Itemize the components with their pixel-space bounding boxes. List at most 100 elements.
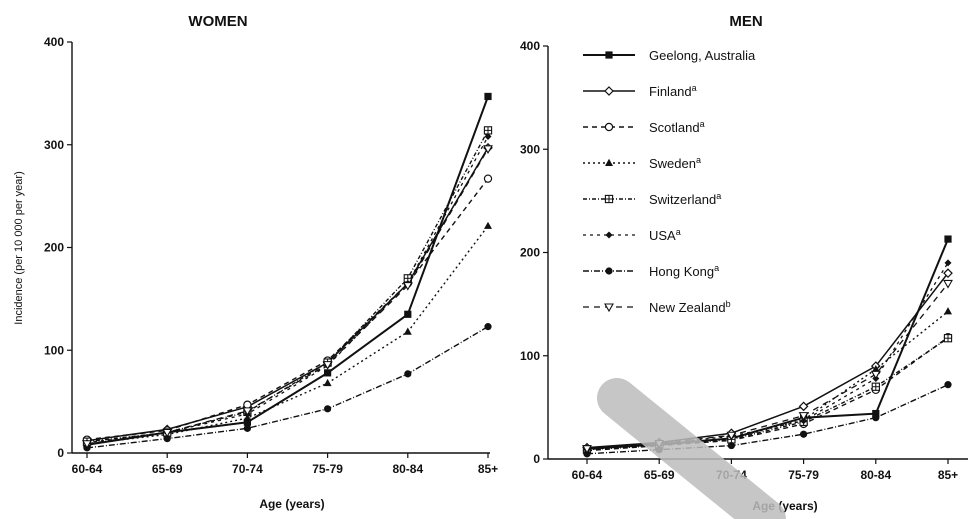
women-series-line <box>86 96 489 446</box>
women-series-line <box>86 325 489 449</box>
women-data-point <box>324 369 332 377</box>
women-data-point <box>242 407 253 416</box>
legend-item-usa: USAa <box>583 227 681 243</box>
women-panel: WOMEN Incidence (per 10 000 per year) Ag… <box>13 13 498 511</box>
women-data-point <box>243 424 251 432</box>
legend-marker <box>604 303 614 313</box>
men-data-point <box>943 334 953 343</box>
legend: Geelong, Australia Finlanda Scotlanda Swede… <box>583 48 756 315</box>
women-x-axis-label: Age (years) <box>259 497 324 511</box>
men-data-point <box>944 381 952 389</box>
women-series-line <box>86 178 489 441</box>
men-axis-ticks: 010020030040060-6465-6970-7475-7980-8485… <box>520 39 968 482</box>
legend-label: Swedena <box>649 155 701 171</box>
men-data-point <box>582 445 592 454</box>
men-data-point <box>871 382 880 391</box>
men-data-point <box>800 430 808 438</box>
legend-label: Scotlanda <box>649 119 705 135</box>
women-data-point <box>243 413 252 422</box>
legend-marker <box>604 122 614 132</box>
women-data-point <box>402 281 413 291</box>
women-data-point <box>483 126 493 135</box>
women-series-line <box>86 136 489 444</box>
women-x-tick-label: 80-84 <box>392 462 423 476</box>
women-x-tick-label: 75-79 <box>312 462 343 476</box>
legend-item-sweden: Swedena <box>583 155 701 171</box>
men-data-point <box>727 441 736 450</box>
women-series-line <box>86 225 489 445</box>
women-y-tick-label: 300 <box>44 138 64 152</box>
women-series-line <box>86 148 489 445</box>
women-x-tick-label: 85+ <box>478 462 498 476</box>
women-data-point <box>162 428 173 438</box>
legend-item-geelong-australia: Geelong, Australia <box>583 48 756 63</box>
men-y-tick-label: 100 <box>520 349 540 363</box>
women-data-point <box>323 378 332 387</box>
men-data-point <box>872 409 880 418</box>
women-series-geelong-australia <box>83 92 492 449</box>
men-data-point <box>944 235 952 243</box>
women-data-point <box>163 435 171 443</box>
men-x-tick-label: 65-69 <box>644 468 675 482</box>
men-y-tick-label: 400 <box>520 39 540 53</box>
men-data-point <box>944 307 952 315</box>
legend-marker <box>605 158 613 166</box>
legend-label: Switzerlanda <box>649 191 721 207</box>
men-data-point <box>871 364 880 373</box>
legend-marker <box>604 86 614 96</box>
legend-label: Finlanda <box>649 83 697 99</box>
women-data-point <box>483 145 493 154</box>
women-y-axis-label: Incidence (per 10 000 per year) <box>13 171 25 324</box>
women-data-point <box>484 92 492 101</box>
men-title: MEN <box>729 13 762 30</box>
men-data-point <box>798 412 809 421</box>
women-series-new-zealand <box>82 145 493 449</box>
women-x-tick-label: 70-74 <box>232 462 263 476</box>
women-data-point <box>403 327 412 335</box>
women-data-point <box>484 221 492 229</box>
men-x-tick-label: 85+ <box>938 468 958 482</box>
women-data-point <box>322 361 333 370</box>
legend-item-hong-kong: Hong Konga <box>583 263 719 279</box>
legend-item-scotland: Scotlanda <box>583 119 705 135</box>
men-data-point <box>943 279 953 289</box>
men-x-tick-label: 75-79 <box>788 468 819 482</box>
legend-marker <box>605 51 613 59</box>
legend-label: Geelong, Australia <box>649 48 756 63</box>
men-data-point <box>944 259 952 267</box>
men-y-tick-label: 300 <box>520 142 540 156</box>
women-data-point <box>484 323 492 331</box>
legend-label: Hong Konga <box>649 263 719 279</box>
men-y-tick-label: 0 <box>533 452 540 466</box>
legend-label: New Zealandb <box>649 299 731 315</box>
women-data-point <box>243 418 251 426</box>
women-data-point <box>324 405 332 413</box>
women-data-point <box>243 400 252 409</box>
men-data-point <box>870 370 881 380</box>
men-x-tick-label: 80-84 <box>860 468 891 482</box>
watermark-stroke <box>597 378 786 519</box>
men-data-point <box>943 268 953 278</box>
men-data-point <box>726 431 737 441</box>
women-series-sweden <box>83 221 492 447</box>
legend-item-switzerland: Switzerlanda <box>583 191 721 207</box>
men-data-point <box>798 401 809 412</box>
women-data-point <box>404 370 412 378</box>
men-data-point <box>800 417 808 425</box>
women-series-finland <box>82 142 493 446</box>
women-data-point <box>483 174 493 183</box>
men-series-line <box>586 336 949 452</box>
women-data-point <box>82 440 92 449</box>
women-series-line <box>86 130 489 443</box>
women-y-tick-label: 100 <box>44 343 64 357</box>
legend-item-finland: Finlanda <box>583 83 697 99</box>
women-y-tick-label: 200 <box>44 241 64 255</box>
women-data-point <box>484 133 492 141</box>
legend-item-new-zealand: New Zealandb <box>583 299 731 315</box>
women-y-tick-label: 0 <box>57 446 64 460</box>
men-series-line <box>586 384 949 455</box>
men-data-point <box>583 450 591 458</box>
women-series-scotland <box>82 174 493 444</box>
